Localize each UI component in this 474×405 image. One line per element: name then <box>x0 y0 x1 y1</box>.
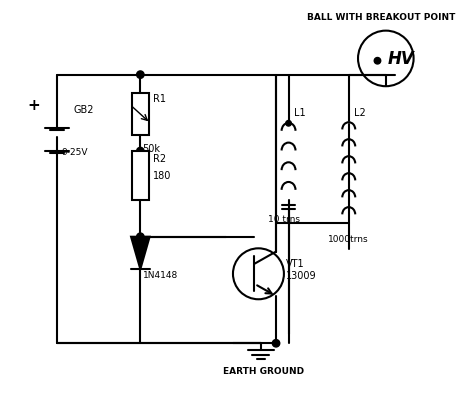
Polygon shape <box>131 237 150 269</box>
Text: R1: R1 <box>153 94 166 104</box>
Text: 1000trns: 1000trns <box>328 235 369 244</box>
Text: R2: R2 <box>153 154 166 164</box>
Text: EARTH GROUND: EARTH GROUND <box>222 367 304 375</box>
Circle shape <box>137 233 144 241</box>
Text: 10 trns: 10 trns <box>268 214 300 223</box>
Text: HV: HV <box>388 50 415 68</box>
Circle shape <box>137 72 144 79</box>
Text: 9-25V: 9-25V <box>62 147 88 156</box>
Text: VT1
13009: VT1 13009 <box>286 259 317 280</box>
Text: BALL WITH BREAKOUT POINT: BALL WITH BREAKOUT POINT <box>307 13 456 22</box>
Bar <box>132 152 149 200</box>
Text: L1: L1 <box>294 108 306 118</box>
Text: GB2: GB2 <box>73 105 94 115</box>
Text: +: + <box>27 98 40 113</box>
Text: 50k: 50k <box>143 144 161 154</box>
Text: 1N4148: 1N4148 <box>143 271 178 279</box>
Bar <box>132 94 149 136</box>
Circle shape <box>137 148 144 156</box>
Circle shape <box>273 340 280 347</box>
Circle shape <box>286 121 292 127</box>
Text: L2: L2 <box>355 108 366 118</box>
Circle shape <box>374 58 381 65</box>
Text: 180: 180 <box>153 170 172 180</box>
